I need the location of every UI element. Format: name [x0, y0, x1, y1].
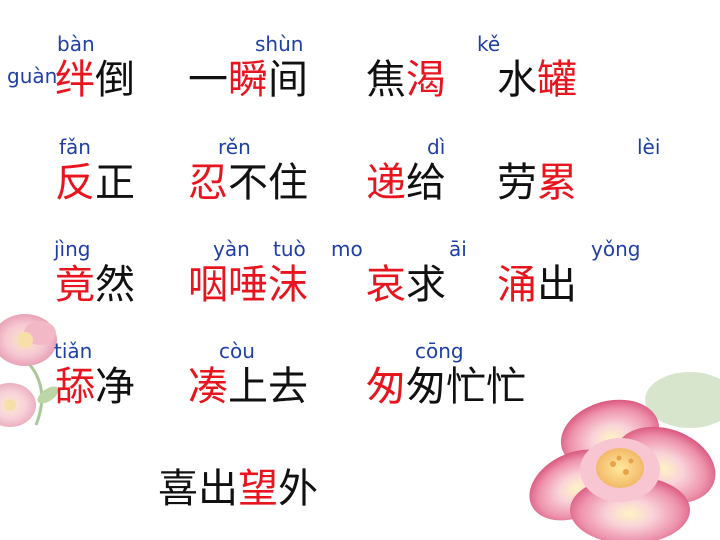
pinyin-lei: lèi — [637, 135, 661, 159]
word-yantuomo: 咽唾沫 — [188, 262, 308, 308]
word-laolei: 劳累 — [497, 160, 577, 206]
pinyin-fan: fǎn — [59, 135, 91, 159]
pinyin-ban: bàn — [57, 32, 95, 56]
pinyin-ren: rěn — [218, 135, 251, 159]
pinyin-di: dì — [427, 135, 446, 159]
pinyin-shun: shùn — [255, 32, 304, 56]
word-fanzheng: 反正 — [55, 160, 135, 206]
word-shuiguan: 水罐 — [497, 57, 577, 103]
word-congcongmangmang: 匆匆忙忙 — [366, 364, 526, 410]
pinyin-cong: cōng — [415, 339, 464, 363]
word-xichuwangwai: 喜出望外 — [158, 466, 318, 512]
pinyin-jing: jìng — [54, 237, 91, 261]
word-bandao: 绊倒 — [55, 57, 135, 103]
word-yongchu: 涌出 — [497, 262, 577, 308]
pinyin-cou: còu — [219, 339, 255, 363]
word-yishunjian: 一瞬间 — [188, 57, 308, 103]
word-jiaoke: 焦渴 — [366, 57, 446, 103]
pinyin-tuo: tuò — [273, 237, 306, 261]
word-digei: 递给 — [366, 160, 446, 206]
pinyin-yong: yǒng — [591, 237, 641, 261]
word-aiqiu: 哀求 — [366, 262, 446, 308]
word-renbuzhu: 忍不住 — [188, 160, 308, 206]
pinyin-mo: mo — [331, 237, 363, 261]
word-jingran: 竟然 — [55, 262, 135, 308]
pinyin-tian: tiǎn — [54, 339, 93, 363]
word-coushangqu: 凑上去 — [188, 364, 308, 410]
pinyin-ai: āi — [449, 237, 467, 261]
pinyin-ke: kě — [477, 32, 501, 56]
word-tianjing: 舔净 — [55, 364, 135, 410]
pinyin-guan: guàn — [7, 64, 58, 88]
pinyin-yan: yàn — [213, 237, 250, 261]
flower-right-decoration — [529, 372, 720, 540]
